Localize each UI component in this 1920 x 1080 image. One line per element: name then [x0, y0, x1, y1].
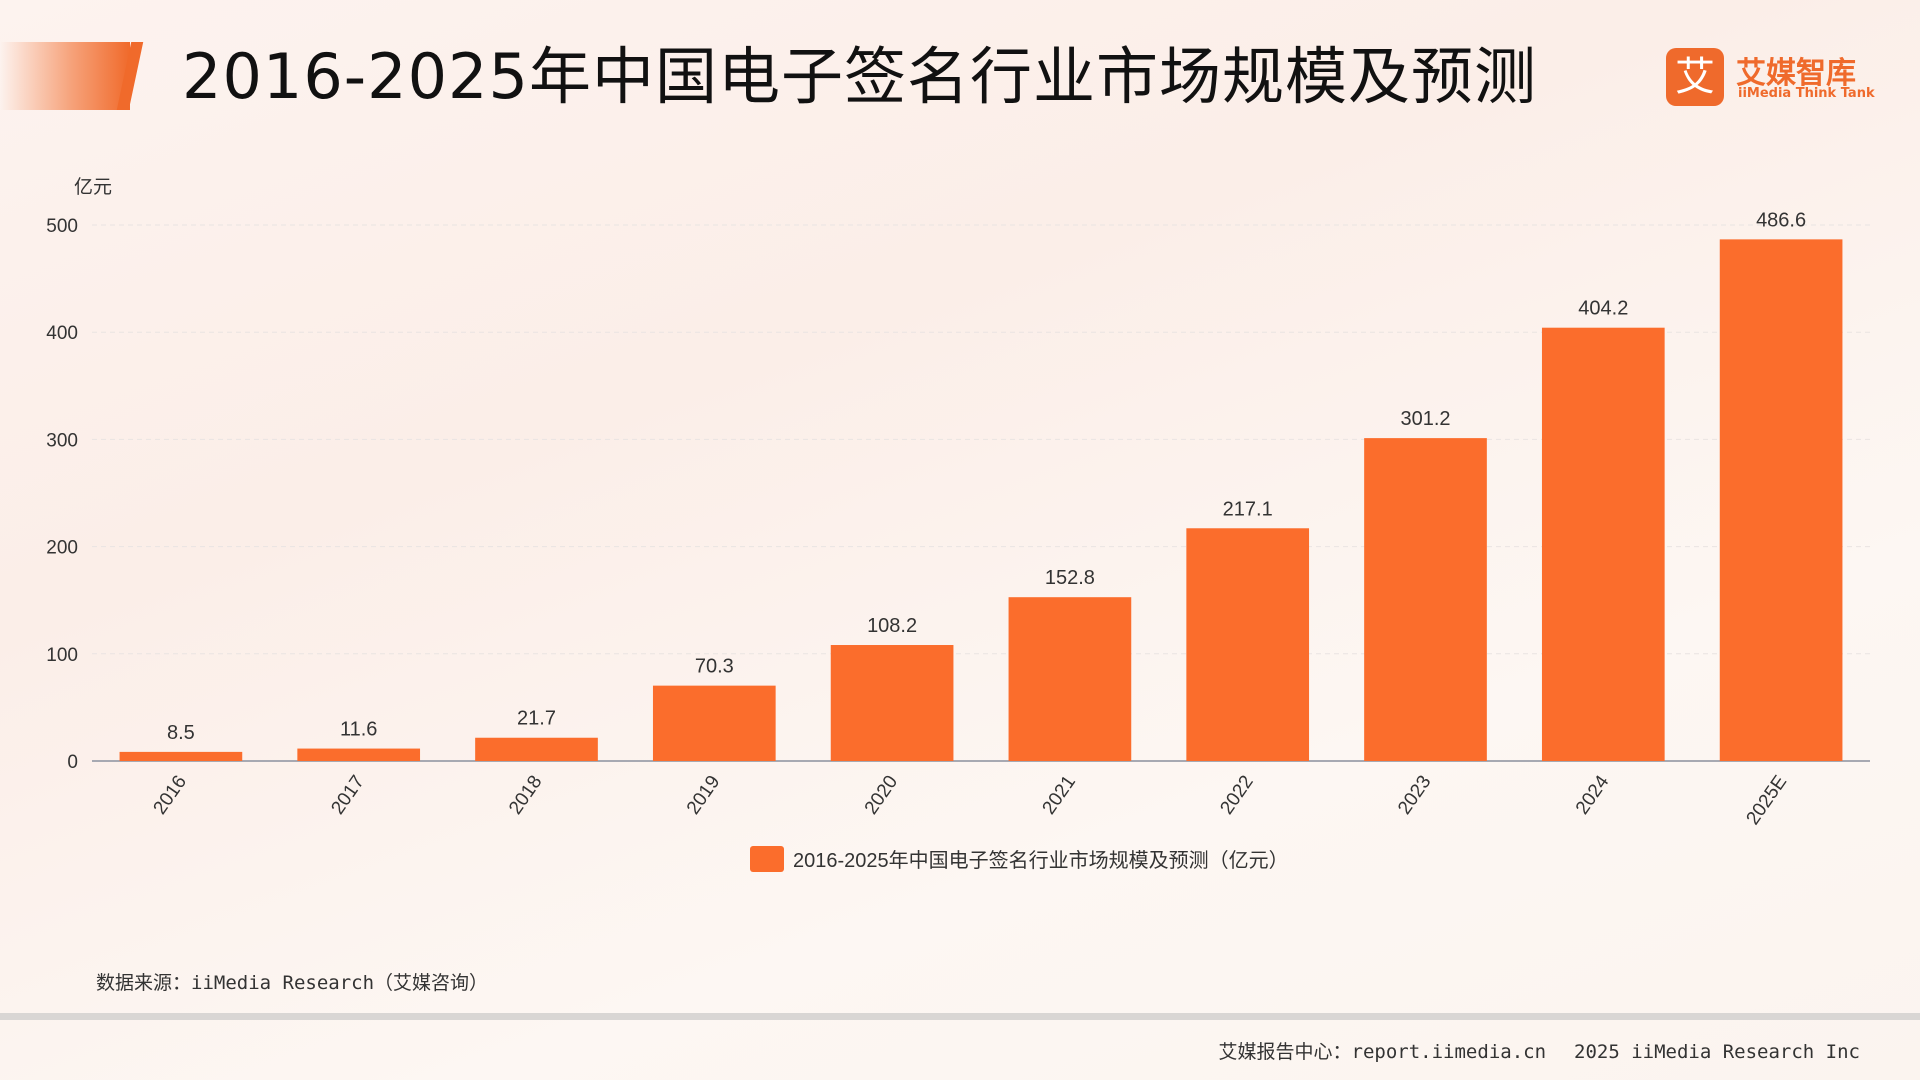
bar-2020 [830, 645, 954, 761]
y-tick-label: 500 [46, 216, 78, 237]
x-tick-label: 2019 [683, 772, 724, 819]
logo-mark: 艾 [1666, 48, 1724, 106]
data-label: 152.8 [1045, 567, 1095, 589]
footer-site: 艾媒报告中心：report.iimedia.cn [1218, 1041, 1547, 1063]
footer-copyright: 2025 iiMedia Research Inc [1574, 1041, 1860, 1063]
legend-label: 2016-2025年中国电子签名行业市场规模及预测（亿元） [793, 849, 1289, 872]
logo-chinese-name: 艾媒智库 [1736, 56, 1856, 91]
bar-2016 [119, 751, 243, 761]
data-label: 404.2 [1578, 298, 1628, 320]
y-tick-label: 0 [67, 752, 78, 773]
bar-2019 [652, 685, 776, 761]
data-label: 108.2 [867, 615, 917, 637]
y-tick-label: 400 [46, 323, 78, 344]
iimedia-logo: 艾 艾媒智库 iiMedia Think Tank [1666, 46, 1875, 110]
data-label: 70.3 [695, 656, 734, 678]
footer: 艾媒报告中心：report.iimedia.cn 2025 iiMedia Res… [1219, 1037, 1860, 1064]
bar-2017 [297, 748, 421, 761]
x-tick-label: 2020 [861, 772, 902, 819]
x-tick-label: 2023 [1394, 772, 1435, 819]
y-tick-label: 100 [46, 645, 78, 666]
x-tick-label: 2024 [1572, 771, 1614, 818]
x-tick-label: 2021 [1039, 772, 1080, 819]
y-tick-label: 200 [46, 538, 78, 559]
bar-2021 [1008, 597, 1132, 761]
x-tick-label: 2025E [1742, 772, 1791, 829]
title-accent-bar [0, 42, 130, 110]
data-label: 217.1 [1223, 498, 1273, 520]
bar-2022 [1186, 528, 1310, 761]
x-tick-label: 2022 [1216, 772, 1257, 819]
data-label: 301.2 [1400, 408, 1450, 430]
legend-swatch [750, 846, 784, 872]
bar-2023 [1364, 438, 1487, 761]
data-label: 11.6 [340, 719, 377, 741]
data-source-note: 数据来源：iiMedia Research（艾媒咨询） [96, 972, 489, 994]
x-tick-label: 2016 [150, 772, 191, 819]
bar-2025E [1719, 239, 1843, 761]
x-tick-label: 2018 [505, 772, 546, 819]
data-label: 8.5 [167, 722, 195, 744]
bar-2024 [1541, 327, 1665, 761]
data-label: 21.7 [517, 708, 556, 730]
bar-2018 [475, 737, 598, 761]
market-size-bar-chart: 亿元 0 100 200 300 400 500 8.5 2016 11.6 2017 21.7 201… [46, 176, 1870, 872]
logo-english-name: iiMedia Think Tank [1738, 86, 1875, 101]
footer-divider [0, 1013, 1920, 1020]
data-label: 486.6 [1756, 209, 1806, 231]
y-axis-unit-label: 亿元 [74, 176, 112, 198]
x-tick-label: 2017 [327, 772, 368, 819]
page-title: 2016-2025年中国电子签名行业市场规模及预测 [182, 40, 1537, 113]
y-tick-label: 300 [46, 430, 78, 451]
